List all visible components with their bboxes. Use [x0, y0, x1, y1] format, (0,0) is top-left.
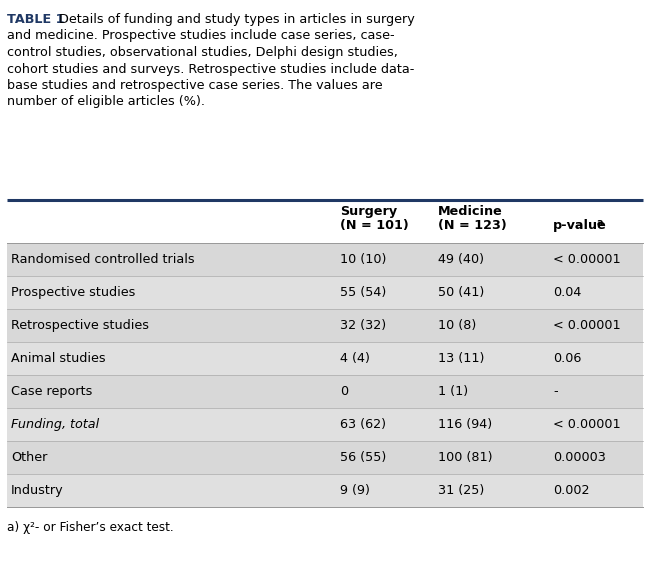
- Bar: [7, 474, 643, 507]
- Text: 4 (4): 4 (4): [340, 352, 370, 365]
- Text: Industry: Industry: [11, 484, 64, 497]
- Bar: [7, 243, 643, 276]
- Text: cohort studies and surveys. Retrospective studies include data-: cohort studies and surveys. Retrospectiv…: [7, 62, 415, 76]
- Text: 0.00003: 0.00003: [553, 451, 606, 464]
- Text: TABLE 1: TABLE 1: [7, 13, 64, 26]
- Text: < 0.00001: < 0.00001: [553, 319, 621, 332]
- Text: 31 (25): 31 (25): [438, 484, 484, 497]
- Text: Other: Other: [11, 451, 47, 464]
- Text: 55 (54): 55 (54): [340, 286, 386, 299]
- Text: Prospective studies: Prospective studies: [11, 286, 135, 299]
- Bar: [7, 276, 643, 309]
- Text: 10 (8): 10 (8): [438, 319, 476, 332]
- Bar: [7, 375, 643, 408]
- Text: 100 (81): 100 (81): [438, 451, 493, 464]
- Text: Surgery: Surgery: [340, 205, 397, 218]
- Text: < 0.00001: < 0.00001: [553, 418, 621, 431]
- Text: 0.06: 0.06: [553, 352, 581, 365]
- Text: (N = 123): (N = 123): [438, 219, 507, 232]
- Text: Medicine: Medicine: [438, 205, 502, 218]
- Text: Funding, total: Funding, total: [11, 418, 99, 431]
- Bar: [7, 342, 643, 375]
- Text: Animal studies: Animal studies: [11, 352, 105, 365]
- Text: 0: 0: [340, 385, 348, 398]
- Text: 0.002: 0.002: [553, 484, 590, 497]
- Bar: [7, 309, 643, 342]
- Text: 9 (9): 9 (9): [340, 484, 370, 497]
- Text: base studies and retrospective case series. The values are: base studies and retrospective case seri…: [7, 79, 383, 92]
- Text: Retrospective studies: Retrospective studies: [11, 319, 149, 332]
- Bar: [7, 408, 643, 441]
- Bar: [7, 441, 643, 474]
- Text: 13 (11): 13 (11): [438, 352, 484, 365]
- Text: 116 (94): 116 (94): [438, 418, 492, 431]
- Text: Details of funding and study types in articles in surgery: Details of funding and study types in ar…: [55, 13, 415, 26]
- Text: (N = 101): (N = 101): [340, 219, 409, 232]
- Text: number of eligible articles (%).: number of eligible articles (%).: [7, 96, 205, 108]
- Text: 56 (55): 56 (55): [340, 451, 386, 464]
- Text: a) χ²- or Fisher’s exact test.: a) χ²- or Fisher’s exact test.: [7, 521, 174, 534]
- Text: 1 (1): 1 (1): [438, 385, 468, 398]
- Text: 0.04: 0.04: [553, 286, 581, 299]
- Text: 50 (41): 50 (41): [438, 286, 484, 299]
- Text: < 0.00001: < 0.00001: [553, 253, 621, 266]
- Text: Randomised controlled trials: Randomised controlled trials: [11, 253, 194, 266]
- Text: Case reports: Case reports: [11, 385, 92, 398]
- Text: 10 (10): 10 (10): [340, 253, 386, 266]
- Text: 63 (62): 63 (62): [340, 418, 386, 431]
- Text: -: -: [553, 385, 558, 398]
- Text: and medicine. Prospective studies include case series, case-: and medicine. Prospective studies includ…: [7, 29, 395, 43]
- Text: p-value: p-value: [553, 219, 606, 232]
- Text: a: a: [597, 218, 603, 228]
- Text: control studies, observational studies, Delphi design studies,: control studies, observational studies, …: [7, 46, 398, 59]
- Text: 49 (40): 49 (40): [438, 253, 484, 266]
- Text: 32 (32): 32 (32): [340, 319, 386, 332]
